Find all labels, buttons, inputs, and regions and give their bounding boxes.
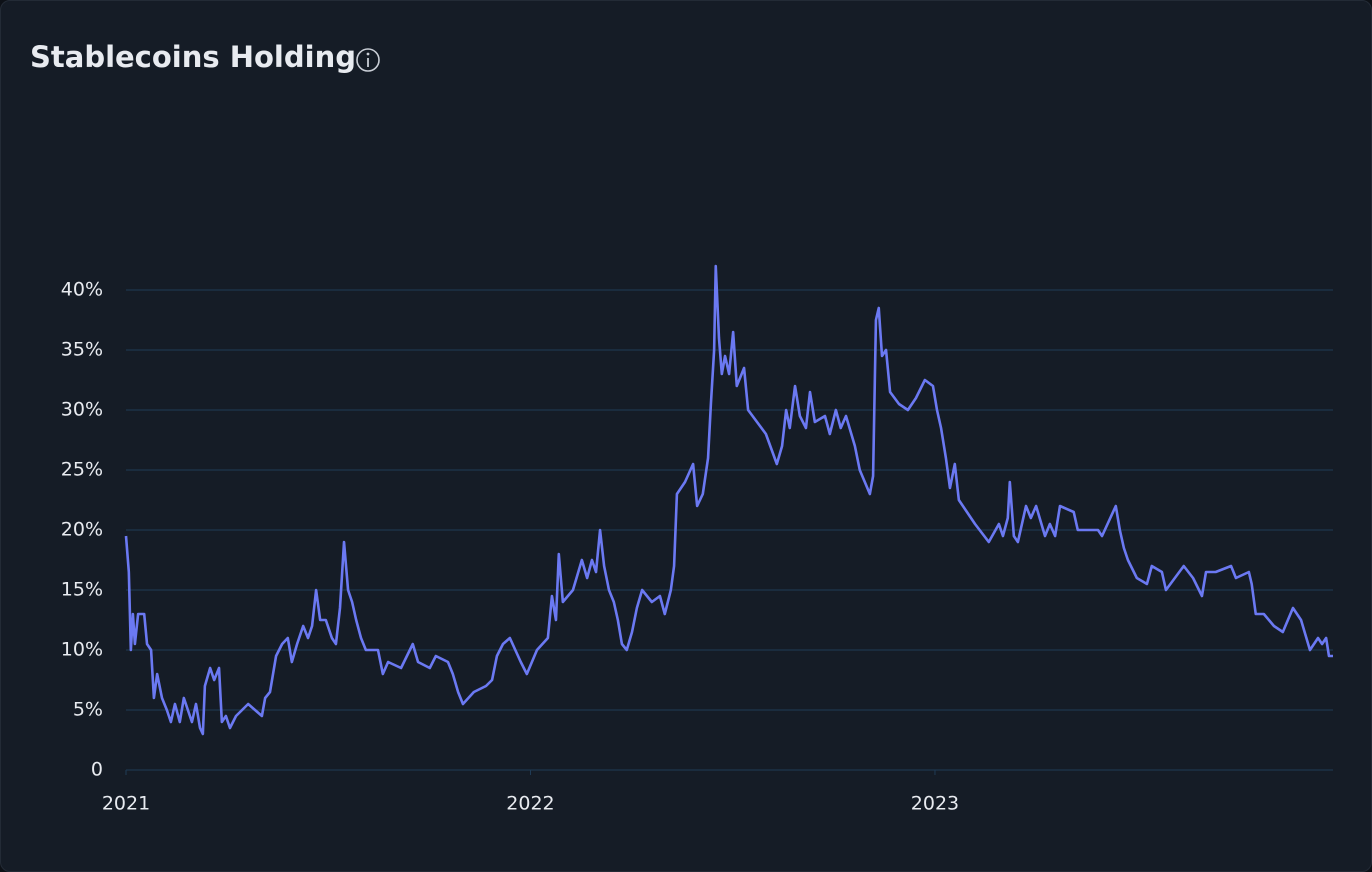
x-tick-label: 2021 [102,793,150,815]
y-tick-label: 30% [61,399,103,421]
chart-title: Stablecoins Holding [30,40,356,74]
y-tick-label: 5% [73,699,103,721]
line-series [124,264,1333,736]
y-tick-label: 0 [91,759,103,781]
y-tick-label: 20% [61,519,103,541]
x-tick-label: 2022 [506,793,554,815]
y-tick-label: 15% [61,579,103,601]
y-tick-label: 40% [61,279,103,301]
y-tick-label: 10% [61,639,103,661]
y-tick-label: 35% [61,339,103,361]
info-icon[interactable] [356,48,380,72]
y-tick-label: 25% [61,459,103,481]
x-tick-label: 2023 [911,793,959,815]
